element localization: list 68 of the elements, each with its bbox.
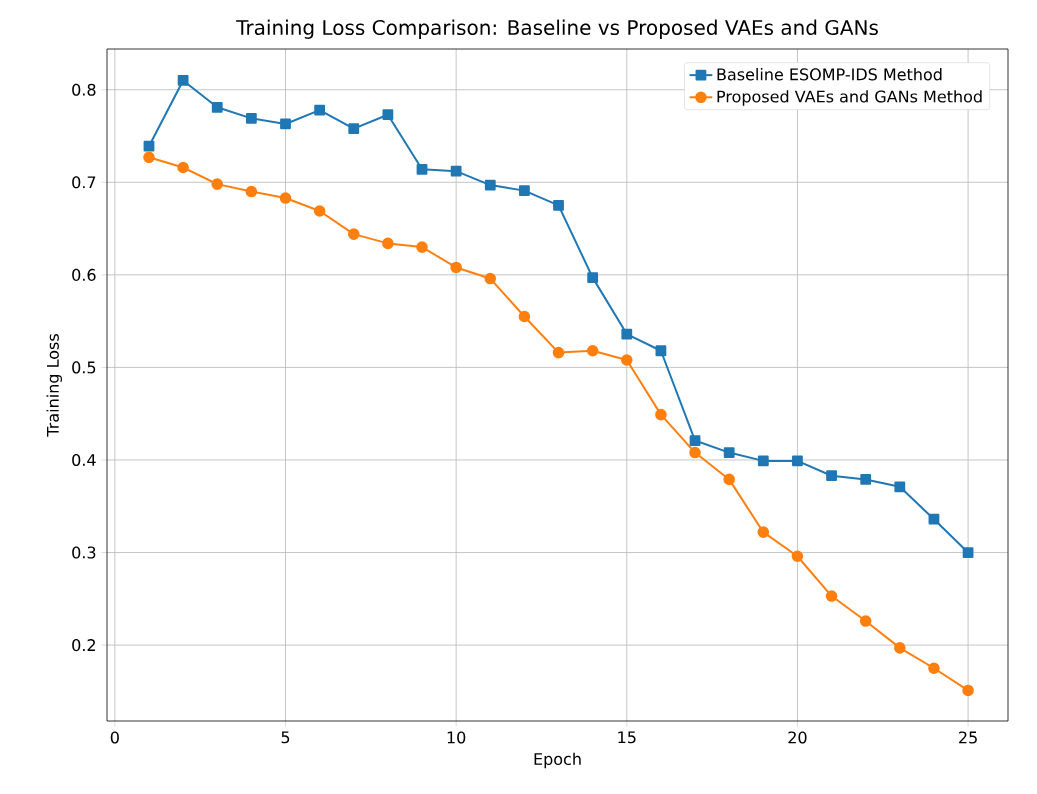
point [348,123,360,134]
chart-title: Training Loss Comparison: Baseline vs Proposed VAEs and GANs [236,19,878,39]
point [689,446,701,459]
x-tick-label: 15 [618,731,636,744]
x-tick-label: 5 [281,731,290,744]
x-tick-label: 25 [959,731,977,744]
point [689,435,701,446]
point [450,261,462,274]
point [962,547,974,558]
point [553,200,564,211]
point [587,272,599,284]
point [620,354,633,366]
point [143,140,155,152]
point [928,513,940,525]
point [484,179,496,191]
point [894,642,906,654]
point [962,684,974,697]
point [586,344,599,357]
point [382,109,394,121]
point [143,151,155,164]
point [280,118,291,130]
point [347,228,360,240]
point [211,101,223,113]
y-tick-label: 0.5 [72,361,96,374]
point [894,481,906,493]
point [177,75,189,86]
point [826,470,837,482]
y-axis-title: Training Loss [46,334,62,437]
point [382,237,394,250]
point [245,113,257,124]
y-tick-label: 0.3 [72,546,96,559]
point [552,346,565,359]
y-tick-label: 0.4 [72,453,96,467]
point [519,185,530,197]
point [723,473,735,486]
point [791,550,804,563]
x-tick-label: 20 [788,731,807,744]
point [928,662,940,675]
point [621,328,633,340]
point [792,455,803,467]
point [757,526,770,538]
point [416,163,428,175]
legend-label: Baseline ESOMP-IDS Method [717,68,942,81]
y-tick-label: 0.8 [72,83,96,96]
y-tick-label: 0.2 [72,639,95,652]
point [825,590,838,602]
point [757,455,769,467]
point [313,205,326,217]
point [655,345,667,357]
point [860,474,872,485]
x-tick-label: 0 [110,731,119,744]
point [314,104,326,116]
x-axis-title: Epoch [534,752,581,769]
point [723,447,735,458]
point [484,272,497,285]
point [518,310,531,323]
point [211,178,224,190]
point [416,241,428,253]
point [655,408,667,421]
point [245,185,258,198]
y-tick-label: 0.6 [72,268,96,281]
point [279,192,292,204]
point [177,161,189,174]
point [859,615,872,627]
legend-label: Proposed VAEs and GANs Method [717,90,982,106]
x-tick-label: 10 [447,731,466,744]
point [450,165,462,177]
y-tick-label: 0.7 [72,176,96,189]
